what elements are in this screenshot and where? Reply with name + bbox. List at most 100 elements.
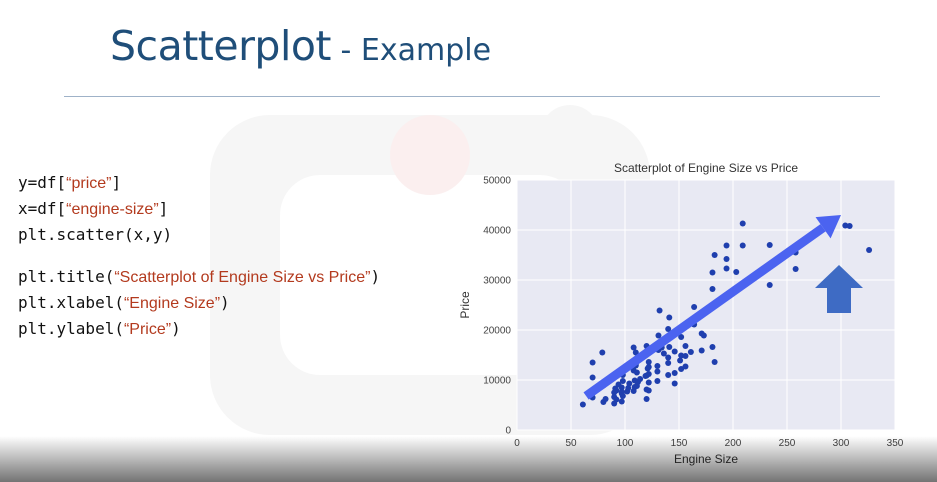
- data-point: [711, 252, 718, 258]
- slide-title-main: Scatterplot: [110, 22, 332, 70]
- code-text: ): [171, 319, 181, 338]
- data-point: [866, 247, 873, 253]
- y-tick-label: 50000: [483, 176, 511, 187]
- y-tick-label: 0: [505, 426, 511, 437]
- data-point: [671, 348, 678, 355]
- data-point: [666, 314, 673, 321]
- data-point: [766, 282, 773, 288]
- code-gap: [18, 248, 380, 264]
- code-line: plt.xlabel(“Engine Size”): [18, 290, 380, 316]
- code-string: “price”: [66, 175, 112, 192]
- data-point: [766, 242, 773, 248]
- slide-title-sub: - Example: [331, 33, 492, 68]
- code-text: ): [220, 293, 230, 312]
- code-text: ): [370, 267, 381, 286]
- data-point: [589, 359, 596, 366]
- code-line: y=df[“price”]: [18, 170, 380, 196]
- data-point: [691, 304, 698, 310]
- data-point: [665, 372, 672, 378]
- annotation-arrows: [583, 215, 863, 400]
- x-tick-label: 250: [779, 438, 796, 449]
- y-axis-label: Price: [458, 291, 472, 319]
- data-point: [682, 353, 689, 359]
- data-point: [654, 368, 661, 375]
- data-point: [630, 344, 637, 351]
- data-point: [643, 396, 650, 402]
- y-tick-label: 20000: [483, 326, 511, 337]
- data-point: [599, 349, 606, 356]
- code-text: plt.scatter(x,y): [18, 225, 173, 244]
- data-point: [645, 379, 652, 386]
- data-point: [654, 363, 661, 369]
- data-point: [700, 332, 707, 339]
- data-point: [656, 307, 663, 314]
- code-text: plt.title(: [18, 267, 115, 286]
- code-text: plt.ylabel(: [18, 319, 124, 338]
- code-block: y=df[“price”] x=df[“engine-size”] plt.sc…: [18, 170, 380, 342]
- diagonal-arrow-icon: [583, 215, 841, 400]
- slide-title: Scatterplot - Example: [110, 22, 491, 70]
- code-string: “engine-size”: [66, 201, 159, 218]
- data-point: [723, 242, 730, 249]
- data-point: [589, 374, 596, 381]
- code-text: ]: [111, 173, 122, 192]
- up-arrow-icon: [815, 265, 863, 313]
- data-point: [633, 369, 640, 376]
- data-point: [618, 384, 625, 391]
- grid-lines: [516, 179, 896, 431]
- data-point: [709, 286, 716, 292]
- data-point: [645, 364, 652, 370]
- data-point: [739, 220, 746, 227]
- data-point: [682, 363, 689, 370]
- title-divider: [64, 96, 880, 97]
- x-tick-label: 300: [833, 438, 850, 449]
- y-tick-label: 40000: [483, 226, 511, 237]
- x-tick-label: 350: [887, 438, 904, 449]
- data-point: [682, 343, 689, 349]
- data-point: [613, 387, 620, 394]
- x-axis-label: Engine Size: [674, 452, 738, 466]
- data-point: [637, 376, 644, 382]
- code-text: x=df[: [18, 199, 67, 218]
- code-line: plt.title(“Scatterplot of Engine Size vs…: [18, 264, 380, 290]
- data-point: [619, 378, 626, 384]
- data-point: [723, 256, 730, 262]
- data-point: [709, 344, 716, 350]
- data-point: [618, 398, 625, 405]
- data-point: [613, 396, 620, 403]
- data-point: [645, 359, 652, 365]
- data-point: [739, 242, 746, 249]
- code-text: plt.xlabel(: [18, 293, 124, 312]
- code-string: “Price”: [123, 321, 172, 338]
- data-point: [846, 223, 853, 229]
- data-point: [625, 385, 632, 391]
- data-point: [665, 326, 672, 332]
- x-tick-label: 150: [671, 438, 688, 449]
- data-point: [711, 359, 718, 365]
- x-tick-label: 100: [617, 438, 634, 449]
- data-point: [619, 393, 626, 399]
- data-point: [671, 380, 678, 387]
- scatter-chart: 0 50 100 150 200 250 300 350 0 10000 20000 30000 400…: [458, 161, 904, 466]
- x-tick-label: 200: [725, 438, 742, 449]
- data-point: [666, 344, 673, 350]
- data-point: [602, 396, 609, 402]
- data-point: [654, 378, 661, 384]
- data-point: [660, 350, 667, 357]
- code-text: y=df[: [18, 173, 67, 192]
- chart-title: Scatterplot of Engine Size vs Price: [614, 161, 798, 175]
- data-point: [687, 349, 694, 355]
- data-point: [632, 349, 639, 356]
- data-point: [665, 354, 672, 361]
- data-point: [723, 265, 730, 272]
- code-line: plt.ylabel(“Price”): [18, 316, 380, 342]
- y-tick-label: 10000: [483, 376, 511, 387]
- data-point: [671, 370, 678, 376]
- code-string: “Scatterplot of Engine Size vs Price”: [114, 269, 371, 286]
- data-point: [626, 380, 633, 387]
- data-point: [709, 269, 716, 276]
- code-text: ]: [158, 199, 169, 218]
- data-point: [665, 360, 672, 366]
- data-point: [698, 347, 705, 354]
- code-line: plt.scatter(x,y): [18, 222, 380, 248]
